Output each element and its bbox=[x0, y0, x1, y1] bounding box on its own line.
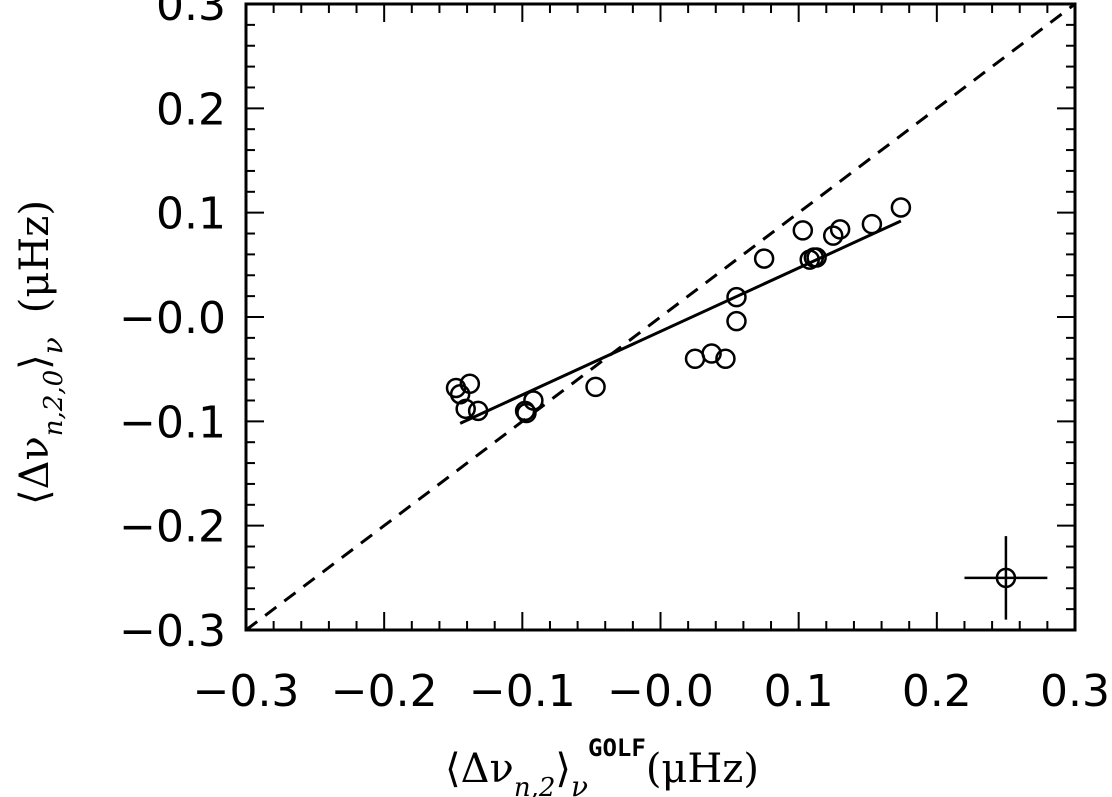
identity-dashed-line bbox=[245, 2, 1076, 632]
x-tick-label: −0.0 bbox=[607, 666, 714, 717]
y-axis-label-sub: n,2,0 bbox=[39, 370, 69, 436]
data-point bbox=[516, 402, 537, 424]
data-point bbox=[792, 220, 814, 241]
x-tick-label: 0.1 bbox=[764, 666, 834, 717]
y-tick-label: 0.3 bbox=[156, 0, 226, 31]
x-axis-label: ⟨Δνn,2⟩νGOLF(μHz) bbox=[445, 734, 759, 797]
data-point bbox=[822, 225, 844, 246]
data-point bbox=[701, 343, 722, 364]
x-axis-label-open: ⟨Δν bbox=[445, 746, 514, 792]
data-point bbox=[726, 286, 747, 308]
y-tick-label: −0.3 bbox=[119, 606, 226, 657]
x-tick-label: −0.2 bbox=[331, 666, 438, 717]
data-point bbox=[523, 390, 544, 411]
data-point bbox=[726, 310, 747, 332]
y-tick-label: −0.0 bbox=[119, 293, 226, 344]
data-point bbox=[467, 400, 489, 422]
y-axis-label: ⟨Δνn,2,0⟩ν (μHz) bbox=[12, 200, 69, 505]
y-axis-label-open: ⟨Δν bbox=[12, 436, 58, 505]
data-point bbox=[861, 213, 883, 235]
data-point bbox=[715, 348, 736, 369]
data-point bbox=[455, 398, 476, 420]
x-axis-label-sub: n,2 bbox=[514, 773, 556, 797]
x-tick-label: −0.3 bbox=[193, 666, 300, 717]
x-tick-label: 0.2 bbox=[902, 666, 972, 717]
y-tick-label: −0.2 bbox=[119, 502, 226, 553]
x-tick-label: −0.1 bbox=[469, 666, 576, 717]
data-point bbox=[684, 348, 706, 369]
y-axis-label-close: ⟩ bbox=[12, 354, 58, 370]
error-bar-sample bbox=[964, 536, 1048, 620]
y-tick-label: 0.1 bbox=[156, 189, 226, 240]
data-point bbox=[585, 376, 606, 398]
y-axis-label-unit: (μHz) bbox=[12, 200, 58, 313]
x-axis-label-sup: GOLF bbox=[588, 734, 646, 762]
plot-frame bbox=[244, 2, 1077, 632]
y-tick-label: 0.2 bbox=[156, 84, 226, 135]
x-axis-label-unit: (μHz) bbox=[646, 746, 759, 792]
error-bar-point bbox=[995, 567, 1017, 589]
reference-lines bbox=[245, 2, 1076, 632]
y-axis-label-sub2: ν bbox=[36, 337, 69, 354]
data-point bbox=[459, 373, 481, 395]
data-point bbox=[753, 248, 775, 269]
data-point bbox=[806, 247, 827, 268]
x-axis-label-sub2: ν bbox=[571, 770, 588, 797]
fit-line bbox=[459, 219, 902, 425]
y-tick-label: −0.1 bbox=[119, 397, 226, 448]
data-point bbox=[890, 197, 912, 218]
x-tick-label: 0.3 bbox=[1040, 666, 1110, 717]
data-points bbox=[445, 197, 912, 424]
data-point bbox=[829, 219, 851, 240]
x-axis-label-close: ⟩ bbox=[555, 746, 571, 792]
tick-labels: −0.3 −0.2 −0.1 −0.0 0.1 0.2 0.3 −0.3 −0.2 −0.1 −0.… bbox=[119, 0, 1110, 717]
